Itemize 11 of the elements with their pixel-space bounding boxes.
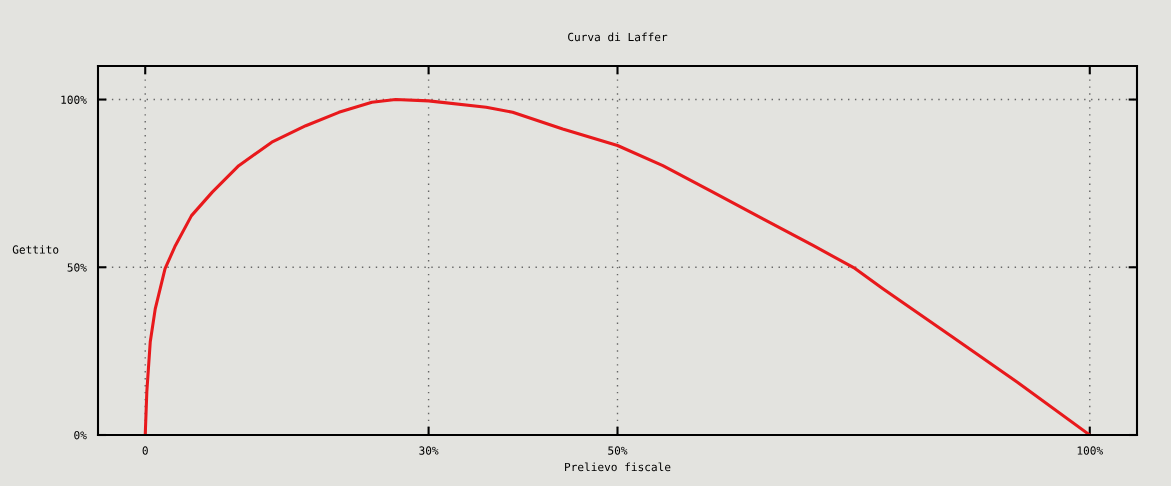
x-tick-label: 50% xyxy=(608,446,628,455)
x-tick-label: 30% xyxy=(419,446,439,455)
x-axis-title: Prelievo fiscale xyxy=(565,462,671,472)
x-tick-label: 100% xyxy=(1077,446,1103,455)
y-tick-label: 100% xyxy=(61,95,87,104)
x-tick-label: 0 xyxy=(142,446,148,455)
chart-title: Curva di Laffer xyxy=(568,32,668,42)
line-series xyxy=(143,98,1092,435)
y-tick-label: 0% xyxy=(74,431,87,440)
y-tick-label: 50% xyxy=(67,263,87,272)
y-axis-title: Gettito xyxy=(12,245,59,254)
